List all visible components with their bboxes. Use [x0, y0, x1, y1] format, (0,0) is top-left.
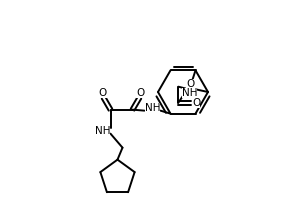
- Text: O: O: [186, 79, 194, 89]
- Text: O: O: [192, 98, 200, 108]
- Text: NH: NH: [182, 88, 197, 98]
- Text: O: O: [98, 88, 106, 98]
- Text: NH: NH: [145, 103, 160, 113]
- Text: NH: NH: [95, 126, 110, 136]
- Text: O: O: [136, 88, 145, 98]
